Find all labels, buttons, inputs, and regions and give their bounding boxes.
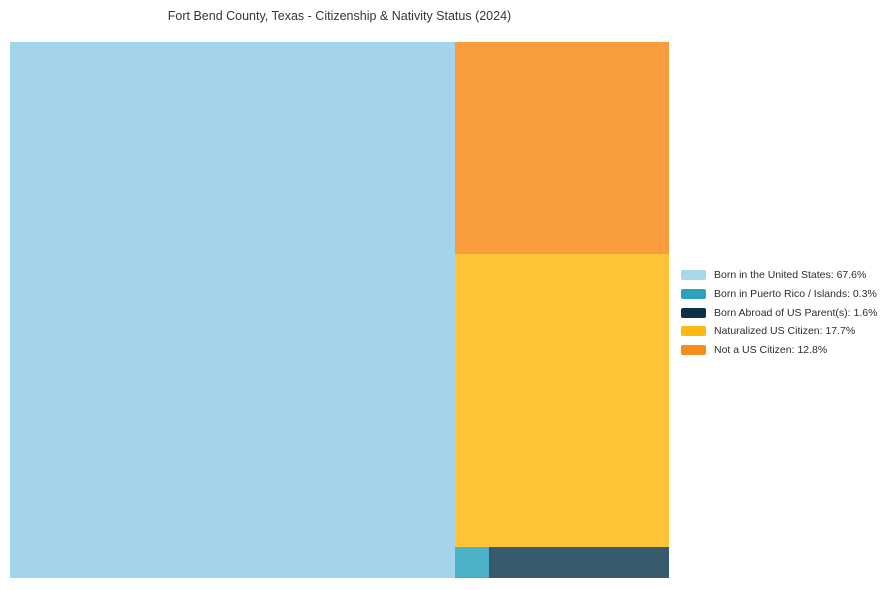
legend-swatch-born-abroad	[681, 307, 706, 318]
legend-swatch-born-in-us	[681, 270, 706, 281]
legend-label: Naturalized US Citizen: 17.7%	[714, 325, 856, 338]
legend: Born in the United States: 67.6% Born in …	[681, 266, 877, 359]
legend-item-naturalized: Naturalized US Citizen: 17.7%	[681, 322, 877, 341]
legend-label: Not a US Citizen: 12.8%	[714, 344, 828, 357]
legend-swatch-not-citizen	[681, 345, 706, 356]
legend-swatch-born-in-puerto-rico	[681, 289, 706, 300]
treemap-rect-not-citizen[interactable]	[455, 42, 669, 254]
legend-item-born-in-puerto-rico: Born in Puerto Rico / Islands: 0.3%	[681, 285, 877, 304]
treemap-rect-naturalized[interactable]	[455, 253, 669, 547]
legend-swatch-naturalized	[681, 326, 706, 337]
legend-item-born-abroad: Born Abroad of US Parent(s): 1.6%	[681, 303, 877, 322]
chart-title: Fort Bend County, Texas - Citizenship & …	[167, 9, 512, 23]
legend-item-not-citizen: Not a US Citizen: 12.8%	[681, 341, 877, 360]
legend-label: Born in Puerto Rico / Islands: 0.3%	[714, 288, 877, 301]
legend-label: Born in the United States: 67.6%	[714, 269, 867, 282]
treemap-plot	[10, 42, 669, 578]
treemap-rect-born-in-puerto-rico[interactable]	[455, 546, 490, 578]
treemap-rect-born-abroad[interactable]	[489, 546, 669, 578]
legend-label: Born Abroad of US Parent(s): 1.6%	[714, 306, 878, 319]
legend-item-born-in-us: Born in the United States: 67.6%	[681, 266, 877, 285]
treemap-rect-born-in-us[interactable]	[10, 42, 456, 578]
